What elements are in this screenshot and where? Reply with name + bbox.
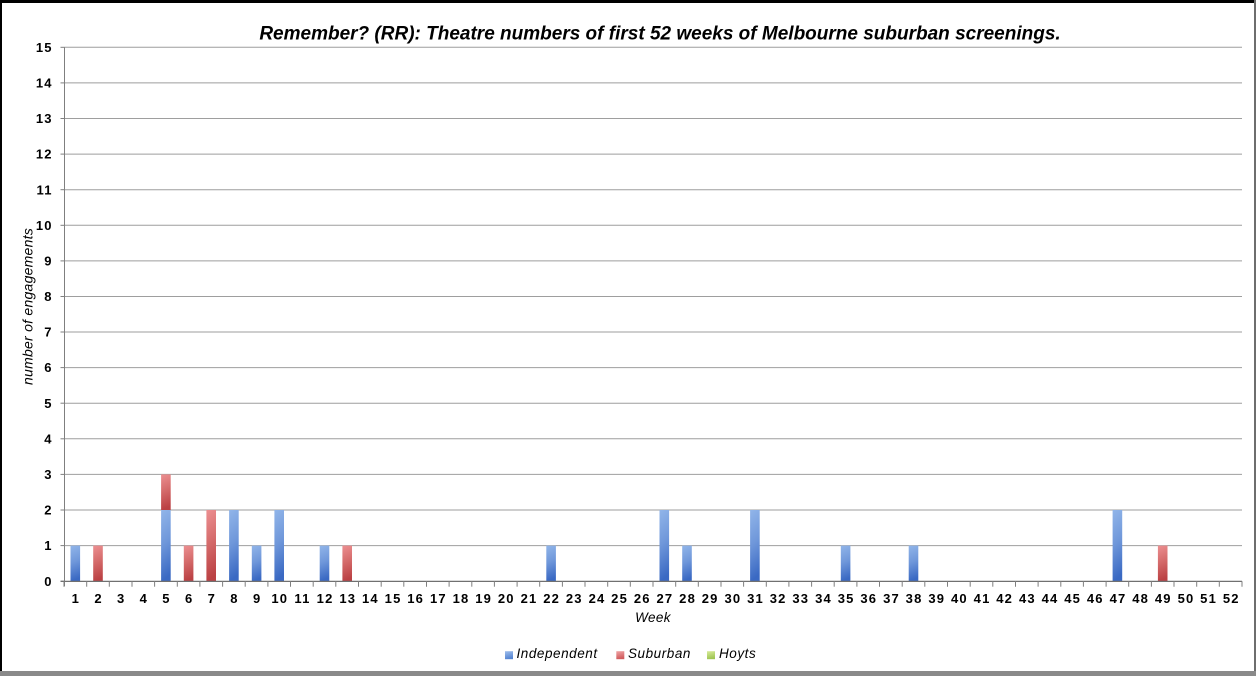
svg-text:3: 3 xyxy=(117,591,125,606)
svg-text:14: 14 xyxy=(362,591,379,606)
svg-text:12: 12 xyxy=(36,147,53,162)
svg-text:6: 6 xyxy=(44,360,52,375)
svg-text:0: 0 xyxy=(44,574,52,589)
svg-text:30: 30 xyxy=(724,591,741,606)
svg-text:15: 15 xyxy=(385,591,402,606)
svg-text:47: 47 xyxy=(1110,591,1127,606)
svg-text:Week: Week xyxy=(635,610,672,625)
svg-text:Independent: Independent xyxy=(517,646,599,661)
svg-text:31: 31 xyxy=(747,591,764,606)
svg-text:9: 9 xyxy=(44,254,52,269)
svg-text:8: 8 xyxy=(44,289,52,304)
svg-text:21: 21 xyxy=(521,591,538,606)
svg-text:43: 43 xyxy=(1019,591,1036,606)
svg-text:45: 45 xyxy=(1064,591,1081,606)
svg-text:26: 26 xyxy=(634,591,651,606)
svg-text:39: 39 xyxy=(928,591,945,606)
svg-text:1: 1 xyxy=(72,591,80,606)
svg-text:Remember? (RR): Theatre number: Remember? (RR): Theatre numbers of first… xyxy=(259,23,1060,44)
svg-text:11: 11 xyxy=(37,182,53,197)
svg-text:17: 17 xyxy=(430,591,447,606)
svg-text:22: 22 xyxy=(543,591,560,606)
svg-text:7: 7 xyxy=(208,591,216,606)
svg-text:40: 40 xyxy=(951,591,968,606)
svg-text:10: 10 xyxy=(36,218,53,233)
svg-text:23: 23 xyxy=(566,591,583,606)
svg-text:34: 34 xyxy=(815,591,832,606)
svg-text:13: 13 xyxy=(36,111,53,126)
svg-text:4: 4 xyxy=(44,431,52,446)
svg-text:12: 12 xyxy=(317,591,334,606)
svg-text:16: 16 xyxy=(407,591,424,606)
svg-text:4: 4 xyxy=(140,591,148,606)
svg-text:36: 36 xyxy=(860,591,877,606)
svg-text:32: 32 xyxy=(770,591,787,606)
svg-text:10: 10 xyxy=(271,591,288,606)
svg-text:3: 3 xyxy=(44,467,52,482)
svg-text:15: 15 xyxy=(36,40,53,55)
svg-text:14: 14 xyxy=(36,76,53,91)
svg-text:46: 46 xyxy=(1087,591,1104,606)
svg-text:38: 38 xyxy=(906,591,923,606)
svg-text:28: 28 xyxy=(679,591,696,606)
svg-text:8: 8 xyxy=(230,591,238,606)
svg-text:44: 44 xyxy=(1042,591,1059,606)
svg-text:7: 7 xyxy=(44,325,52,340)
svg-text:35: 35 xyxy=(838,591,855,606)
svg-text:42: 42 xyxy=(996,591,1013,606)
svg-text:Suburban: Suburban xyxy=(628,646,691,661)
svg-text:5: 5 xyxy=(162,591,170,606)
svg-text:2: 2 xyxy=(44,503,52,518)
svg-text:number of engagements: number of engagements xyxy=(20,228,36,385)
svg-text:37: 37 xyxy=(883,591,900,606)
svg-text:41: 41 xyxy=(974,591,991,606)
svg-text:2: 2 xyxy=(94,591,102,606)
svg-text:9: 9 xyxy=(253,591,261,606)
svg-text:52: 52 xyxy=(1223,591,1240,606)
svg-text:1: 1 xyxy=(44,538,52,553)
svg-text:20: 20 xyxy=(498,591,515,606)
svg-text:33: 33 xyxy=(792,591,809,606)
svg-text:24: 24 xyxy=(589,591,606,606)
svg-text:27: 27 xyxy=(656,591,673,606)
svg-text:5: 5 xyxy=(44,396,52,411)
svg-text:51: 51 xyxy=(1200,591,1217,606)
svg-text:11: 11 xyxy=(294,591,310,606)
svg-text:19: 19 xyxy=(475,591,492,606)
svg-text:48: 48 xyxy=(1132,591,1149,606)
svg-text:50: 50 xyxy=(1178,591,1195,606)
svg-text:Hoyts: Hoyts xyxy=(719,646,756,661)
svg-text:29: 29 xyxy=(702,591,719,606)
svg-text:25: 25 xyxy=(611,591,628,606)
svg-text:49: 49 xyxy=(1155,591,1172,606)
svg-text:13: 13 xyxy=(339,591,356,606)
svg-text:6: 6 xyxy=(185,591,193,606)
svg-text:18: 18 xyxy=(453,591,470,606)
